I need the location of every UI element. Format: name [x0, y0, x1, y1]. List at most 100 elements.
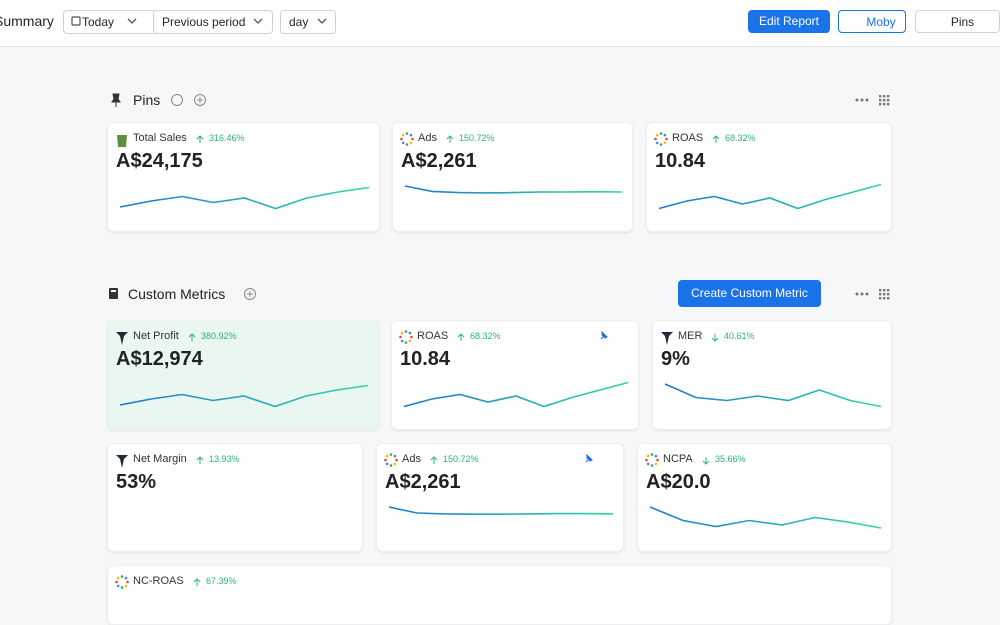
ads-icon-dot	[646, 454, 650, 458]
ads-icon-dot	[405, 143, 409, 146]
ads-icon-dot	[411, 137, 414, 141]
grid-icon-dot	[879, 297, 882, 300]
edit-report-button[interactable]: Edit Report	[748, 10, 830, 33]
card-graphics	[399, 330, 629, 408]
card-graphics	[654, 132, 882, 210]
top-bar: Summary Today Previous period day Edit R…	[0, 0, 1000, 47]
metric-card[interactable]: ROAS 68.32% 10.84	[646, 122, 892, 232]
metric-card[interactable]: NCPA 35.66% A$20.0	[637, 443, 892, 552]
metric-name: Ads	[402, 453, 421, 465]
sparkline	[649, 506, 882, 529]
sparkline	[664, 383, 882, 408]
metric-change: 316.46%	[209, 133, 245, 143]
section-title: Pins	[133, 92, 161, 108]
arrow-up	[457, 333, 465, 341]
ads-icon-dot	[126, 580, 129, 584]
ads-icon-dot	[409, 133, 413, 137]
metric-change: 35.66%	[715, 454, 746, 464]
grid-icon-dot	[887, 95, 890, 98]
ads-icon-dot	[663, 141, 667, 145]
ads-icon-dot	[663, 133, 667, 137]
ads-icon-dot	[410, 335, 413, 339]
card-graphics	[384, 453, 614, 515]
ads-icon-dot	[404, 330, 408, 333]
granularity-dropdown[interactable]: day	[280, 10, 336, 34]
arrow-up	[193, 578, 201, 586]
ads-icon-dot	[655, 141, 659, 145]
metric-name: NCPA	[663, 453, 693, 465]
arrow-up	[446, 135, 454, 143]
grid-icon-dot	[887, 103, 890, 106]
sparkline	[658, 183, 882, 210]
compare-dropdown[interactable]: Previous period	[153, 10, 273, 34]
ads-icon-dot	[659, 143, 663, 146]
metric-card[interactable]: Net Profit 380.92% A$12,974	[107, 320, 379, 430]
card-graphics	[400, 132, 623, 194]
metric-value: A$2,261	[401, 150, 477, 172]
metric-card[interactable]: Ads 150.72% A$2,261	[376, 443, 624, 552]
ads-icon-dot	[400, 137, 403, 141]
ads-icon-dot	[385, 454, 389, 458]
metric-value: A$12,974	[116, 348, 203, 370]
tw-icon	[116, 332, 128, 345]
metric-card[interactable]: NC-ROAS 67.39%	[107, 565, 892, 625]
metric-card[interactable]: ROAS 68.32% 10.84	[391, 320, 639, 430]
sparkline	[119, 186, 370, 210]
ads-icon-dot	[389, 464, 393, 467]
metric-card[interactable]: MER 40.61% 9%	[652, 320, 892, 430]
arrow-down	[702, 457, 710, 465]
ads-icon-dot	[408, 331, 412, 335]
ads-icon-dot	[645, 458, 648, 462]
sparkline	[388, 506, 614, 515]
arrow-up	[196, 456, 204, 464]
ads-icon-dot	[654, 137, 657, 141]
ads-icon-dot	[120, 586, 124, 589]
ads-icon-dot	[650, 453, 654, 456]
metric-value: 53%	[116, 471, 157, 493]
ads-icon-dot	[656, 458, 659, 462]
shopify-icon	[117, 135, 127, 147]
ads-icon-dot	[384, 458, 387, 462]
metric-name: ROAS	[672, 132, 704, 144]
metric-change: 13.93%	[209, 454, 240, 464]
grid-icon-dot	[887, 99, 890, 102]
metric-change: 150.72%	[459, 133, 495, 143]
grid-icon-dot	[887, 289, 890, 292]
ads-icon-dot	[404, 341, 408, 344]
ads-icon-dot	[659, 132, 663, 135]
ads-icon-dot	[409, 141, 413, 145]
metric-change: 40.61%	[724, 331, 755, 341]
ads-icon-dot	[405, 132, 409, 135]
metric-card[interactable]: Total Sales 316.46% A$24,175	[107, 122, 380, 232]
card-graphics	[117, 135, 370, 210]
metric-change: 68.32%	[470, 331, 501, 341]
ads-icon-dot	[399, 335, 402, 339]
metric-card[interactable]: Net Margin 13.93% 53%	[107, 443, 363, 552]
grid-icon-dot	[879, 95, 882, 98]
ads-icon-dot	[393, 462, 397, 466]
metric-card[interactable]: Ads 150.72% A$2,261	[392, 122, 633, 232]
grid-icon-dot	[887, 297, 890, 300]
ads-icon-dot	[650, 464, 654, 467]
ads-icon-dot	[654, 462, 658, 466]
ads-icon-dot	[408, 339, 412, 343]
arrow-up	[196, 135, 204, 143]
ads-icon-dot	[393, 454, 397, 458]
metric-change: 68.32%	[725, 133, 756, 143]
ads-icon-dot	[385, 462, 389, 466]
metric-value: 10.84	[400, 348, 451, 370]
card-graphics	[116, 332, 369, 408]
arrow-up	[712, 135, 720, 143]
metric-value: 10.84	[655, 150, 706, 172]
metric-name: Total Sales	[133, 132, 187, 144]
section-title: Custom Metrics	[128, 286, 226, 302]
grid-icon-dot	[887, 293, 890, 296]
metric-value: A$2,261	[385, 471, 461, 493]
moby-button[interactable]: Moby	[838, 10, 906, 33]
create-metric-button[interactable]: Create Custom Metric	[678, 280, 821, 307]
ads-icon-dot	[395, 458, 398, 462]
grid-icon-dot	[879, 289, 882, 292]
pins-button[interactable]: Pins	[915, 10, 1000, 33]
pin-icon	[585, 453, 593, 463]
